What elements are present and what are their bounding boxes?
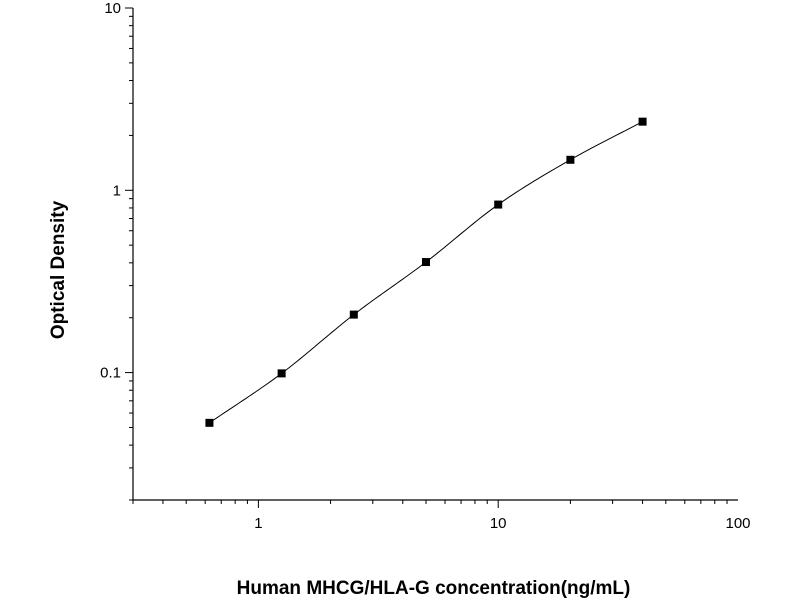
fit-curve: [209, 121, 643, 424]
data-point: [638, 117, 647, 126]
data-point: [277, 369, 286, 378]
data-point: [422, 258, 431, 267]
data-point: [349, 310, 358, 319]
fit-curve-layer: [209, 121, 643, 424]
x-axis-title: Human MHCG/HLA-G concentration(ng/mL): [237, 578, 631, 599]
data-point: [566, 155, 575, 164]
data-point: [494, 200, 503, 209]
y-tick-label: 10: [104, 0, 121, 17]
data-point: [205, 418, 214, 427]
x-tick-label: 10: [490, 515, 507, 532]
x-tick-label: 100: [725, 515, 750, 532]
data-points-layer: [205, 117, 647, 427]
x-tick-label: 1: [254, 515, 262, 532]
axes: 1 10 100 0.1 1 10: [100, 0, 750, 532]
y-tick-label: 0.1: [100, 365, 121, 382]
y-tick-label: 1: [113, 182, 121, 199]
y-axis-title: Optical Density: [48, 200, 69, 339]
